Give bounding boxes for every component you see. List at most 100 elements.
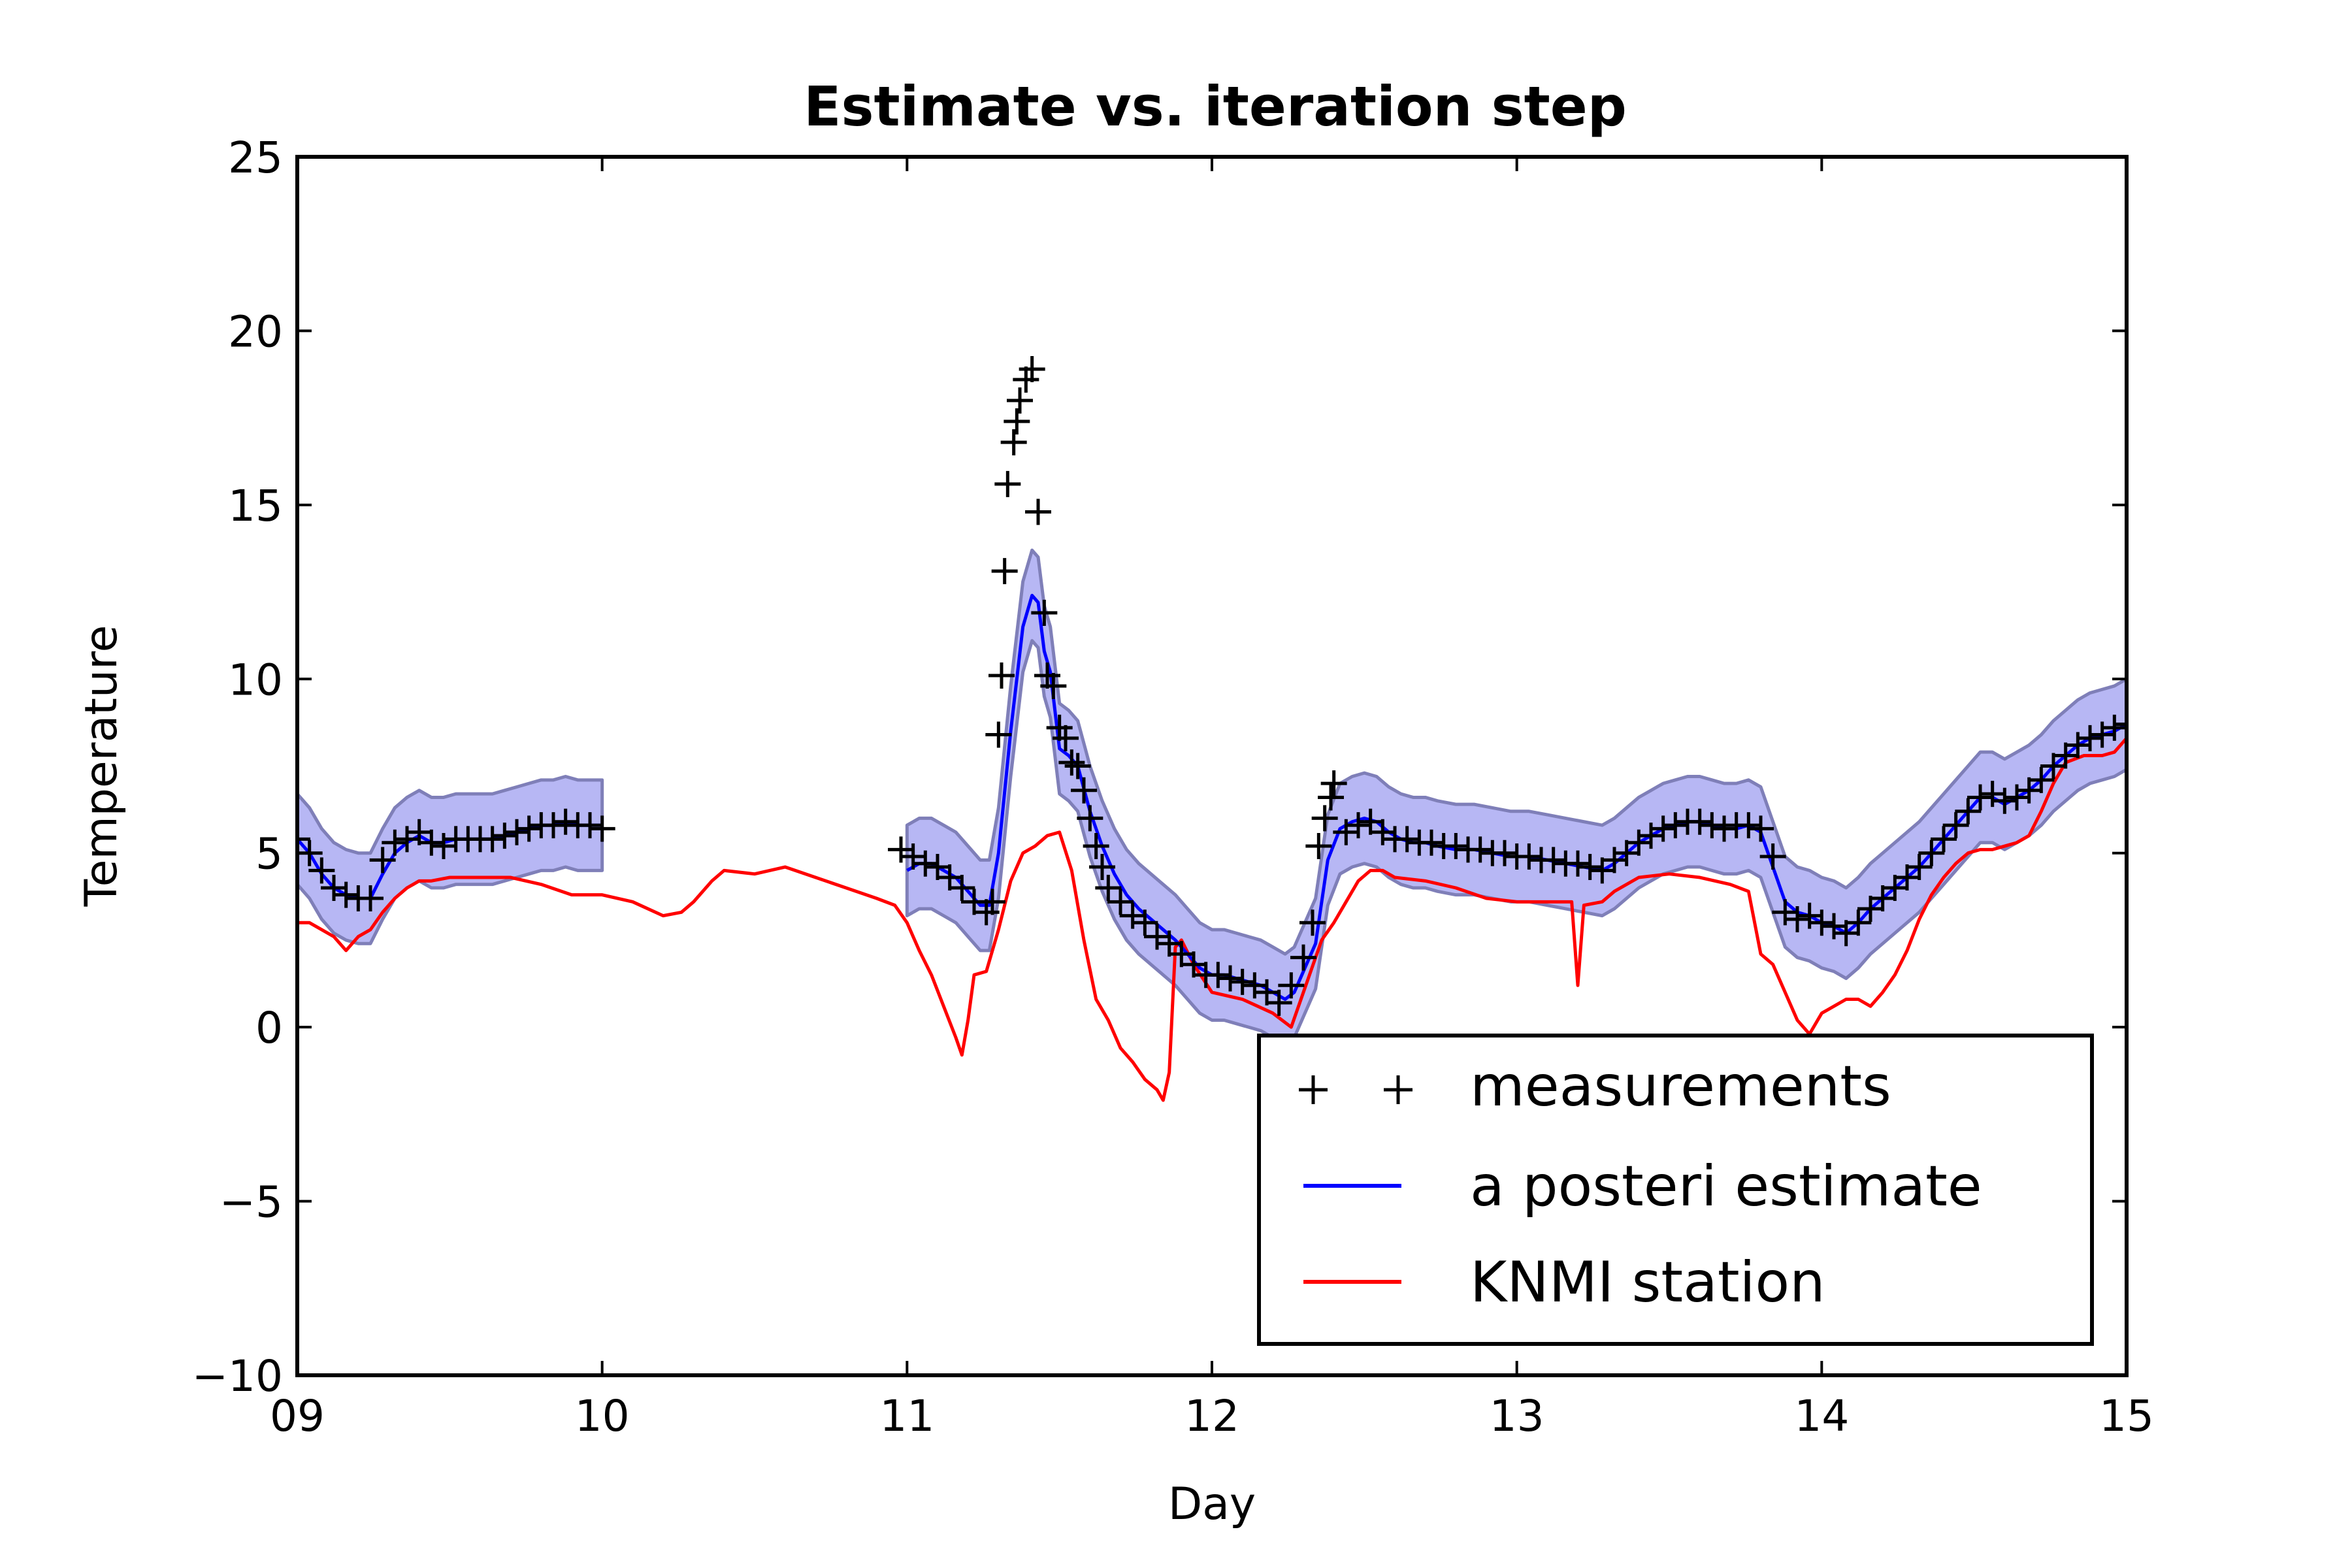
- measurement-point: [1046, 714, 1073, 741]
- measurement-point: [1869, 885, 1896, 911]
- x-tick-label: 14: [1794, 1391, 1849, 1441]
- measurement-point: [1711, 815, 1737, 842]
- measurement-point: [382, 829, 408, 856]
- measurement-point: [1918, 840, 1945, 866]
- measurement-point: [1467, 836, 1494, 863]
- measurement-point: [418, 829, 445, 856]
- measurement-point: [1625, 829, 1652, 856]
- x-tick-label: 11: [879, 1391, 934, 1441]
- measurement-point: [1040, 672, 1067, 699]
- measurement-point: [1058, 749, 1085, 776]
- x-tick-label: 12: [1184, 1391, 1239, 1441]
- y-tick-label: −5: [220, 1177, 283, 1228]
- measurement-point: [333, 881, 359, 908]
- legend: measurements a posteri estimate KNMI sta…: [1257, 1034, 2094, 1346]
- measurement-point: [1662, 812, 1689, 839]
- measurement-point: [394, 826, 420, 853]
- measurement-point: [1942, 812, 1969, 839]
- y-tick-label: 25: [228, 133, 283, 183]
- measurement-point: [1748, 815, 1774, 842]
- measurement-point: [1156, 930, 1183, 957]
- measurement-point: [1394, 826, 1420, 853]
- measurement-point: [1686, 808, 1713, 835]
- measurement-point: [1241, 972, 1268, 999]
- measurement-point: [2089, 721, 2115, 748]
- measurement-point: [1443, 833, 1469, 860]
- measurement-point: [2077, 725, 2103, 751]
- measurement-point: [1772, 899, 1799, 926]
- x-tick-label: 15: [2099, 1391, 2154, 1441]
- measurement-point: [1266, 989, 1292, 1016]
- measurement-point: [888, 836, 914, 863]
- measurement-point: [1318, 784, 1344, 811]
- measurement-point: [1089, 854, 1115, 881]
- y-tick-label: 0: [255, 1003, 283, 1053]
- measurement-point: [1299, 909, 1326, 936]
- measurement-point: [1320, 770, 1347, 797]
- measurement-point: [1217, 965, 1243, 992]
- legend-measurements-marker: [1299, 1075, 1413, 1104]
- measurement-point: [988, 662, 1015, 689]
- measurement-point: [1979, 781, 2006, 808]
- measurement-point: [1650, 815, 1676, 842]
- measurement-point: [1540, 847, 1567, 874]
- measurement-point: [1699, 812, 1725, 839]
- y-axis-label: Temperature: [76, 625, 127, 907]
- measurement-point: [1144, 923, 1170, 950]
- measurement-point: [369, 847, 396, 874]
- measurement-point: [1894, 864, 1920, 891]
- measurement-point: [491, 823, 518, 849]
- measurement-point: [1077, 805, 1103, 832]
- measurement-point: [2028, 766, 2055, 793]
- y-tick-label: 15: [228, 481, 283, 531]
- measurement-point: [1418, 829, 1445, 856]
- measurement-point: [552, 808, 579, 835]
- measurement-point: [991, 558, 1018, 585]
- measurement-point: [1031, 600, 1058, 627]
- x-tick-label: 09: [270, 1391, 325, 1441]
- x-tick-label: 13: [1490, 1391, 1544, 1441]
- measurement-point: [1205, 962, 1232, 988]
- measurement-point: [1906, 854, 1933, 881]
- measurement-point: [1857, 895, 1884, 922]
- legend-label-knmi: KNMI station: [1470, 1250, 1825, 1315]
- legend-measurements-plus: [1384, 1075, 1413, 1104]
- measurement-point: [1565, 850, 1591, 877]
- chart-title: Estimate vs. iteration step: [804, 74, 1627, 139]
- y-tick-label: 10: [228, 655, 283, 705]
- measurement-point: [1034, 662, 1060, 689]
- measurement-point: [2114, 711, 2127, 738]
- measurement-point: [1107, 889, 1134, 915]
- measurement-point: [2016, 777, 2042, 804]
- measurement-point: [1132, 909, 1158, 936]
- measurement-point: [1004, 408, 1030, 434]
- legend-label-measurements: measurements: [1470, 1054, 1891, 1119]
- measurement-point: [1064, 753, 1091, 779]
- x-axis-label: Day: [1168, 1478, 1256, 1530]
- measurement-point: [1119, 902, 1146, 929]
- measurement-point: [1254, 979, 1280, 1005]
- legend-measurements-plus: [1299, 1075, 1328, 1104]
- measurement-point: [1357, 808, 1384, 835]
- measurement-point: [1013, 367, 1039, 393]
- measurement-point: [912, 850, 939, 877]
- measurement-point: [357, 885, 384, 911]
- measurement-point: [979, 889, 1005, 915]
- measurement-point: [1168, 941, 1195, 968]
- measurement-point: [504, 819, 530, 845]
- measurement-point: [985, 721, 1012, 748]
- measurement-point: [1955, 798, 1982, 825]
- measurement-point: [431, 833, 457, 860]
- plot-content: [297, 356, 2127, 1102]
- measurement-point: [1019, 356, 1045, 383]
- measurement-point: [936, 864, 963, 891]
- measurement-point: [1369, 819, 1396, 845]
- measurement-point: [900, 843, 926, 870]
- y-tick-label: 20: [228, 306, 283, 357]
- measurement-point: [1833, 920, 1859, 947]
- measurement-point: [949, 875, 975, 901]
- measurement-point: [1007, 387, 1033, 414]
- measurement-point: [1845, 909, 1872, 936]
- measurement-point: [1613, 840, 1640, 866]
